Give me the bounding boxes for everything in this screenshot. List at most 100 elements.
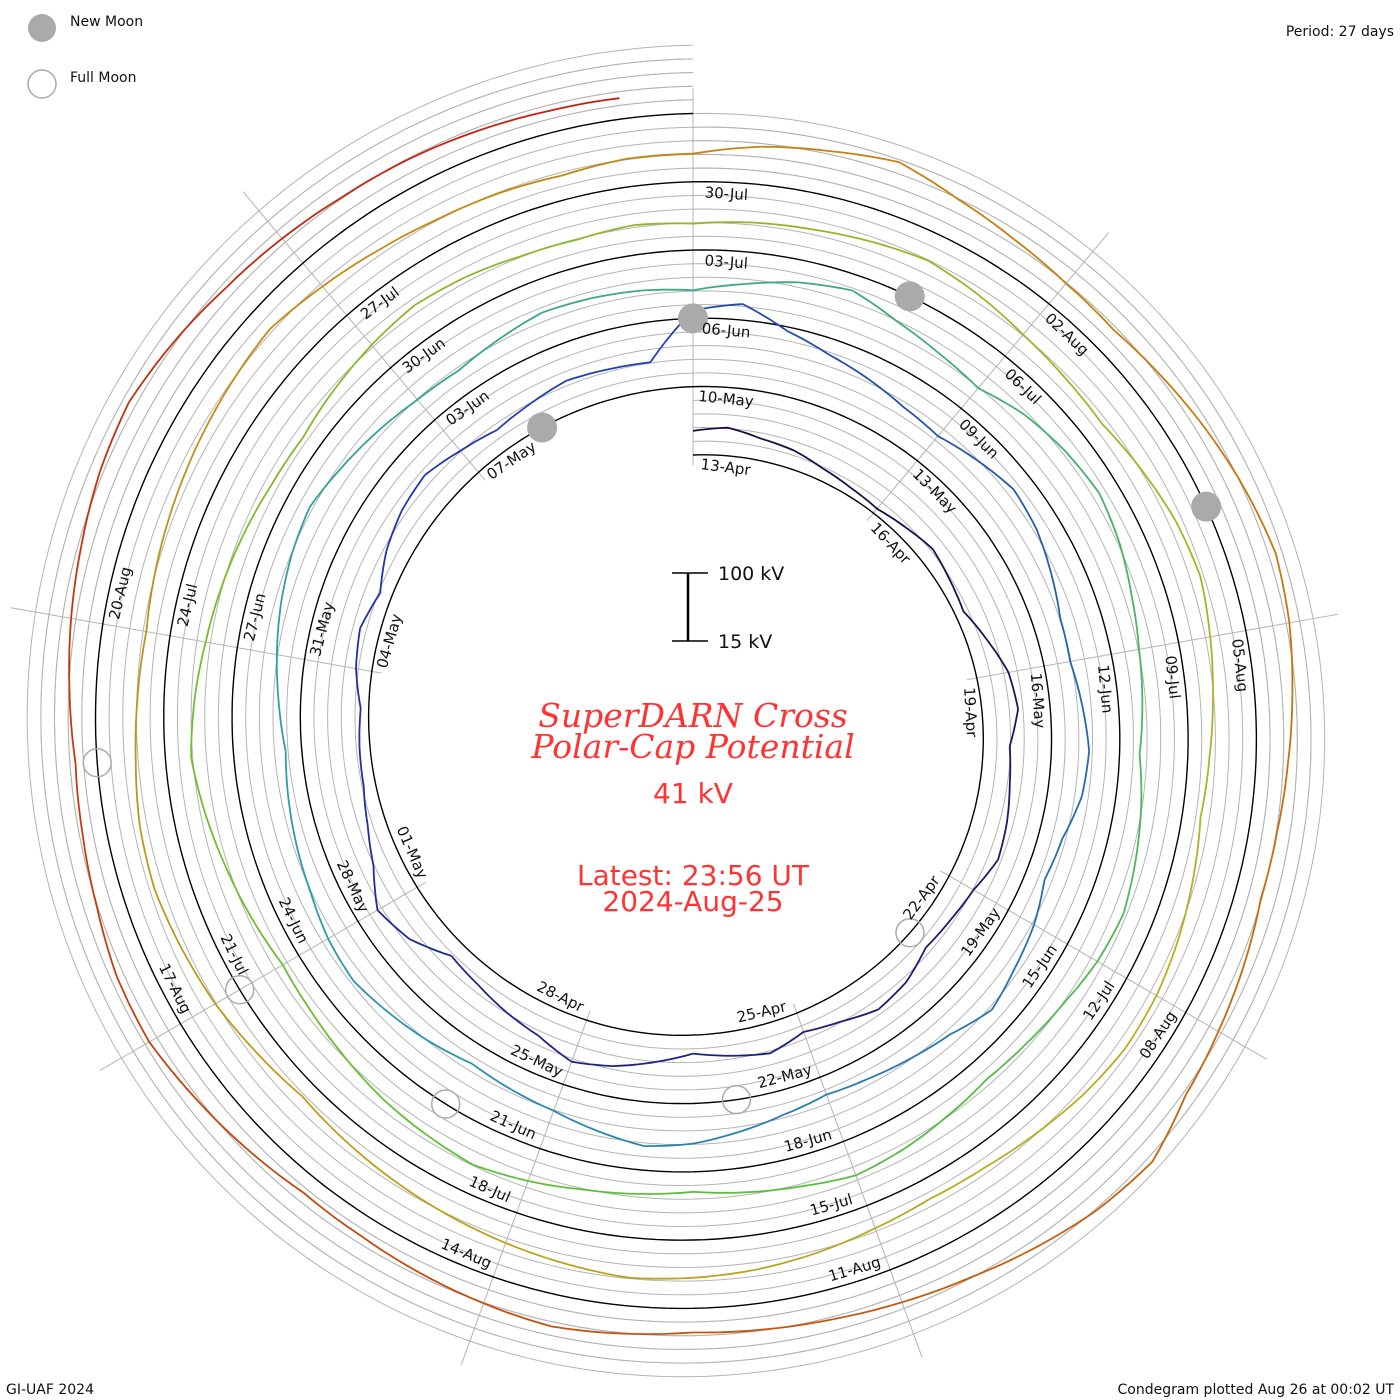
trace-segment [801, 1174, 857, 1188]
trace-segment [1138, 649, 1144, 702]
trace-segment [769, 1031, 805, 1055]
trace-segment [1081, 705, 1090, 752]
trace-segment [194, 1097, 248, 1150]
trace-segment [1287, 693, 1294, 763]
trace-segment [1069, 661, 1084, 706]
trace-segment [1199, 758, 1211, 818]
date-label: 13-May [909, 465, 961, 517]
chart-title-line2: Polar-Cap Potential [530, 727, 854, 766]
trace-segment [70, 544, 83, 619]
trace-segment [957, 198, 1015, 241]
trace-segment [742, 303, 788, 332]
trace-segment [1162, 377, 1208, 432]
radial-spoke [10, 607, 382, 674]
trace-segment [867, 378, 905, 409]
trace-segment [483, 1302, 552, 1328]
radial-spokes [10, 88, 1338, 1365]
trace-segment [394, 1180, 449, 1216]
date-label: 30-Jul [704, 183, 748, 204]
trace-segment [949, 1009, 993, 1036]
trace-segment [811, 228, 871, 243]
trace-segment [477, 983, 507, 1013]
trace-segment [1064, 450, 1101, 494]
trace-segment [1185, 1031, 1220, 1096]
trace-segment [471, 1063, 512, 1091]
trace-segment [372, 865, 379, 911]
trace-segment [359, 592, 381, 629]
new-moon-icon [1191, 491, 1222, 522]
trace-segment [1138, 701, 1144, 755]
footer-plotted: Condegram plotted Aug 26 at 00:02 UT [1117, 1382, 1394, 1398]
trace-segment [527, 1180, 584, 1191]
trace-segment [583, 1188, 639, 1195]
trace-segment [1043, 838, 1064, 881]
scale-top-label: 100 kV [718, 563, 784, 585]
trace-segment [612, 1061, 655, 1067]
trace-segment [98, 401, 130, 473]
trace-segment [784, 1093, 827, 1116]
trace-segment [276, 604, 282, 655]
gridline [53, 72, 1298, 1350]
trace-segment [577, 224, 635, 241]
trace-segment [173, 286, 227, 343]
latest-date: 2024-Aug-25 [602, 885, 783, 918]
trace-segment [505, 1011, 539, 1037]
date-label: 16-May [1027, 672, 1049, 729]
trace-segment [874, 1198, 931, 1230]
trace-segment [1178, 877, 1195, 938]
trace-segment [204, 813, 227, 869]
trace-segment [828, 353, 869, 380]
trace-segment [896, 320, 940, 355]
trace-segment [473, 1164, 529, 1182]
date-label: 22-May [756, 1060, 814, 1092]
trace-segment [840, 1008, 879, 1023]
trace-segment [1080, 751, 1090, 797]
trace-segment [138, 825, 156, 890]
radial-spoke [792, 1003, 923, 1358]
trace-segment [553, 1110, 598, 1132]
date-label: 27-Jun [240, 591, 269, 643]
potential-trace [68, 97, 1294, 1336]
trace-segment [977, 293, 1024, 336]
legend-full-moon: Full Moon [70, 70, 137, 86]
trace-segment [287, 799, 298, 847]
trace-segment [437, 192, 499, 221]
trace-segment [128, 341, 175, 403]
trace-segment [1024, 414, 1066, 452]
trace-segment [277, 703, 287, 752]
trace-segment [826, 1077, 870, 1096]
footer-credit: GI-UAF 2024 [6, 1382, 94, 1398]
trace-segment [1059, 617, 1072, 662]
trace-segment [115, 976, 150, 1043]
trace-segment [333, 344, 373, 391]
trace-segment [901, 1277, 970, 1304]
trace-segment [972, 859, 999, 891]
trace-segment [193, 641, 207, 700]
trace-segment [561, 157, 627, 177]
trace-segment [1013, 238, 1067, 285]
trace-segment [1274, 553, 1291, 623]
trace-segment [1034, 1209, 1098, 1249]
trace-segment [876, 507, 907, 529]
spiral-grid [26, 44, 1326, 1378]
trace-segment [225, 237, 283, 289]
trace-segment [803, 1020, 841, 1033]
chart-title-line1: SuperDARN Cross [538, 696, 848, 735]
date-label: 11-Aug [826, 1253, 882, 1286]
trace-segment [327, 938, 355, 982]
trace-segment [355, 668, 362, 709]
trace-segment [1192, 817, 1202, 878]
trace-segment [362, 786, 369, 826]
trace-segment [1208, 697, 1214, 759]
trace-segment [1065, 282, 1115, 332]
trace-segment [190, 757, 207, 815]
trace-segment [752, 221, 812, 231]
trace-segment [389, 1013, 431, 1043]
trace-segment [352, 980, 391, 1015]
trace-segment [1061, 796, 1083, 840]
trace-segment [1014, 924, 1035, 969]
trace-segment [638, 1190, 694, 1195]
trace-segment [991, 967, 1016, 1011]
trace-segment [134, 695, 139, 761]
